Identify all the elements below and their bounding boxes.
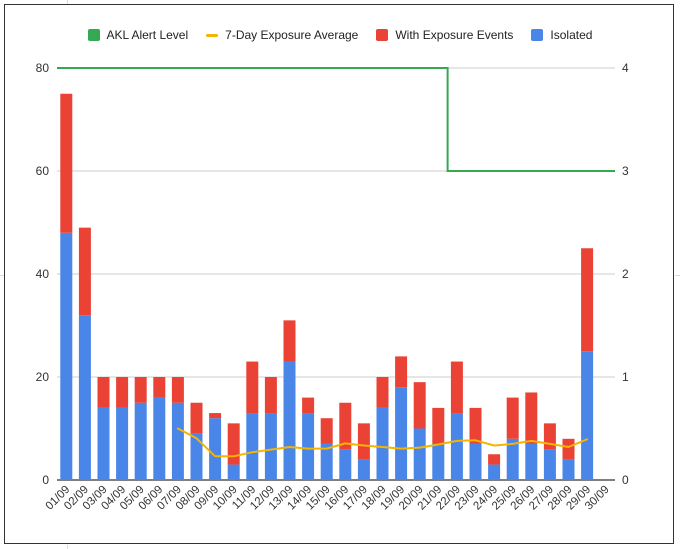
- bar-isolated: [78, 315, 91, 480]
- bar-exposure-events: [209, 413, 222, 419]
- bar-isolated: [469, 443, 482, 480]
- bar-exposure-events: [134, 377, 147, 403]
- bar-exposure-events: [581, 248, 594, 352]
- legend-swatch: [376, 29, 389, 41]
- bar-exposure-events: [525, 392, 538, 444]
- bar-isolated: [413, 428, 426, 480]
- bg-gridline: [0, 275, 4, 276]
- y-tick-label-left: 40: [36, 267, 50, 281]
- bar-exposure-events: [376, 377, 389, 408]
- bar-isolated: [581, 351, 594, 480]
- bar-isolated: [357, 459, 370, 480]
- bar-exposure-events: [395, 356, 408, 388]
- y-tick-label-right: 3: [622, 164, 629, 178]
- bar-exposure-events: [153, 377, 166, 398]
- bar-isolated: [171, 402, 184, 480]
- y-tick-label-right: 2: [622, 267, 629, 281]
- legend-label: 7-Day Exposure Average: [225, 28, 359, 42]
- line-alert-level: [57, 67, 615, 172]
- bar-exposure-events: [488, 454, 501, 465]
- legend-item-exposure-events[interactable]: With Exposure Events: [376, 28, 513, 42]
- bar-exposure-events: [302, 397, 315, 414]
- bar-exposure-events: [320, 418, 333, 444]
- bar-isolated: [264, 413, 277, 480]
- chart-legend: AKL Alert Level 7-Day Exposure Average W…: [0, 28, 680, 42]
- y-tick-label-right: 4: [622, 61, 629, 75]
- bg-gridline: [67, 545, 68, 549]
- y-tick-label-left: 20: [36, 370, 50, 384]
- bar-exposure-events: [450, 361, 463, 414]
- bar-isolated: [506, 438, 519, 480]
- y-tick-label-left: 0: [42, 473, 49, 487]
- bar-exposure-events: [171, 377, 184, 403]
- bar-exposure-events: [246, 361, 259, 414]
- bar-isolated: [376, 407, 389, 480]
- bar-isolated: [339, 449, 352, 480]
- bar-exposure-events: [190, 402, 203, 434]
- bar-exposure-events: [339, 402, 352, 450]
- bar-isolated: [227, 464, 240, 480]
- bar-isolated: [562, 459, 575, 480]
- bar-exposure-events: [357, 423, 370, 460]
- legend-label: With Exposure Events: [395, 28, 514, 42]
- y-tick-label-right: 0: [622, 473, 629, 487]
- bar-exposure-events: [264, 377, 277, 414]
- bar-isolated: [60, 232, 73, 480]
- bar-isolated: [543, 449, 556, 480]
- bar-isolated: [525, 443, 538, 480]
- bar-isolated: [153, 397, 166, 480]
- bar-exposure-events: [97, 377, 110, 408]
- legend-swatch: [206, 33, 219, 37]
- legend-label: Isolated: [550, 28, 593, 42]
- legend-item-isolated[interactable]: Isolated: [531, 28, 592, 42]
- bar-isolated: [302, 413, 315, 480]
- bar-isolated: [209, 418, 222, 480]
- bar-exposure-events: [432, 407, 445, 444]
- bar-exposure-events: [283, 320, 296, 362]
- y-tick-label-left: 80: [36, 61, 50, 75]
- bg-gridline: [675, 275, 680, 276]
- legend-item-exposure-average[interactable]: 7-Day Exposure Average: [206, 28, 358, 42]
- bar-isolated: [190, 433, 203, 480]
- legend-label: AKL Alert Level: [106, 28, 189, 42]
- line-7-day-average: [176, 427, 589, 458]
- bar-exposure-events: [413, 382, 426, 429]
- bar-exposure-events: [469, 407, 482, 444]
- bar-exposure-events: [116, 377, 129, 408]
- bar-exposure-events: [562, 438, 575, 460]
- bar-isolated: [97, 407, 110, 480]
- bar-isolated: [488, 464, 501, 480]
- bar-isolated: [395, 387, 408, 480]
- bar-exposure-events: [78, 227, 91, 316]
- bar-exposure-events: [506, 397, 519, 439]
- y-tick-label-left: 60: [36, 164, 50, 178]
- y-tick-label-right: 1: [622, 370, 629, 384]
- bar-exposure-events: [227, 423, 240, 465]
- bar-isolated: [320, 443, 333, 480]
- bg-gridline: [67, 0, 68, 4]
- bar-exposure-events: [60, 93, 73, 233]
- legend-item-alert-level[interactable]: AKL Alert Level: [87, 28, 189, 42]
- bar-isolated: [450, 413, 463, 480]
- bar-isolated: [134, 402, 147, 480]
- legend-swatch: [87, 29, 100, 41]
- bar-isolated: [116, 407, 129, 480]
- bar-isolated: [283, 361, 296, 480]
- legend-swatch: [531, 29, 544, 41]
- bar-isolated: [432, 443, 445, 480]
- bar-isolated: [246, 413, 259, 480]
